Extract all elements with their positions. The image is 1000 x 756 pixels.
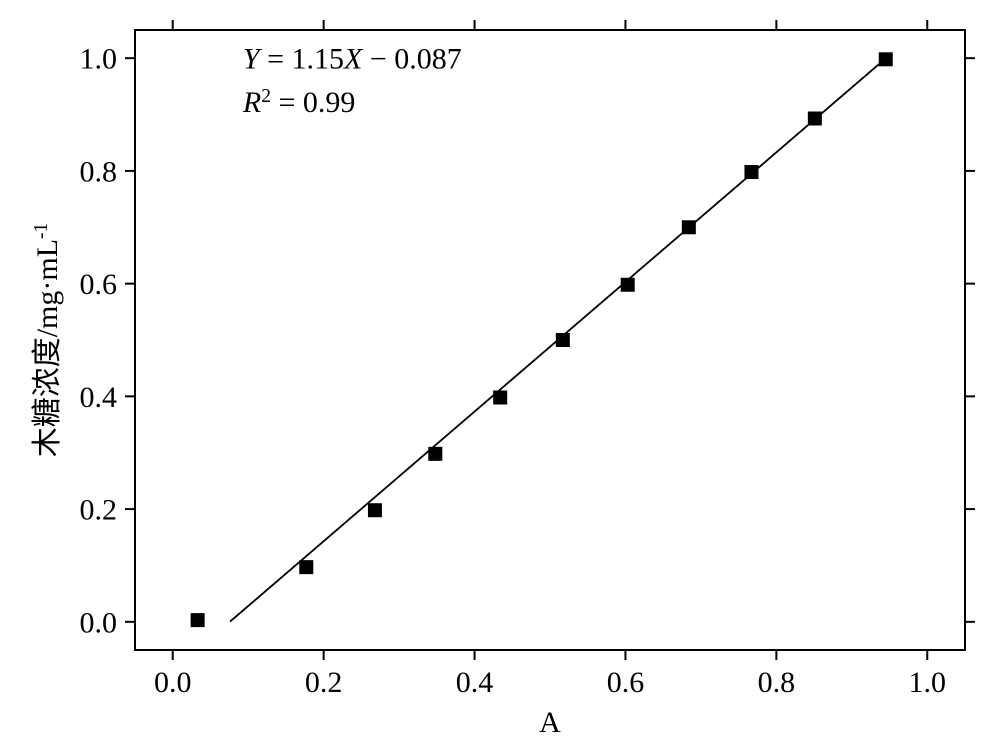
data-marker: [493, 390, 507, 404]
y-tick-label: 0.0: [80, 606, 118, 639]
chart-background: [0, 0, 1000, 756]
equation-annotation: Y = 1.15X − 0.087: [243, 42, 462, 75]
x-tick-label: 0.4: [456, 666, 494, 699]
data-marker: [879, 52, 893, 66]
data-marker: [556, 333, 570, 347]
data-marker: [621, 278, 635, 292]
y-tick-label: 1.0: [80, 43, 118, 76]
y-tick-label: 0.4: [80, 381, 118, 414]
x-tick-label: 0.2: [305, 666, 343, 699]
data-marker: [191, 613, 205, 627]
data-marker: [808, 111, 822, 125]
y-axis-label: 木糖浓度/mg·mL-1: [31, 223, 65, 458]
x-tick-label: 0.6: [607, 666, 645, 699]
data-marker: [744, 165, 758, 179]
calibration-scatter-chart: 0.0 0.2 0.4 0.6 0.8 1.0 0.0 0.2 0.4 0.6 0.8 1.0 A 木糖浓…: [0, 0, 1000, 756]
chart-container: 0.0 0.2 0.4 0.6 0.8 1.0 0.0 0.2 0.4 0.6 0.8 1.0 A 木糖浓…: [0, 0, 1000, 756]
x-tick-label: 0.0: [154, 666, 192, 699]
data-marker: [368, 503, 382, 517]
y-tick-label: 0.8: [80, 155, 118, 188]
data-marker: [299, 560, 313, 574]
y-tick-label: 0.6: [80, 268, 118, 301]
data-marker: [682, 220, 696, 234]
data-marker: [428, 447, 442, 461]
x-tick-label: 1.0: [909, 666, 947, 699]
x-axis-label: A: [539, 706, 561, 739]
y-tick-label: 0.2: [80, 494, 118, 527]
r2-annotation: R2 = 0.99: [242, 85, 356, 119]
x-tick-label: 0.8: [758, 666, 796, 699]
